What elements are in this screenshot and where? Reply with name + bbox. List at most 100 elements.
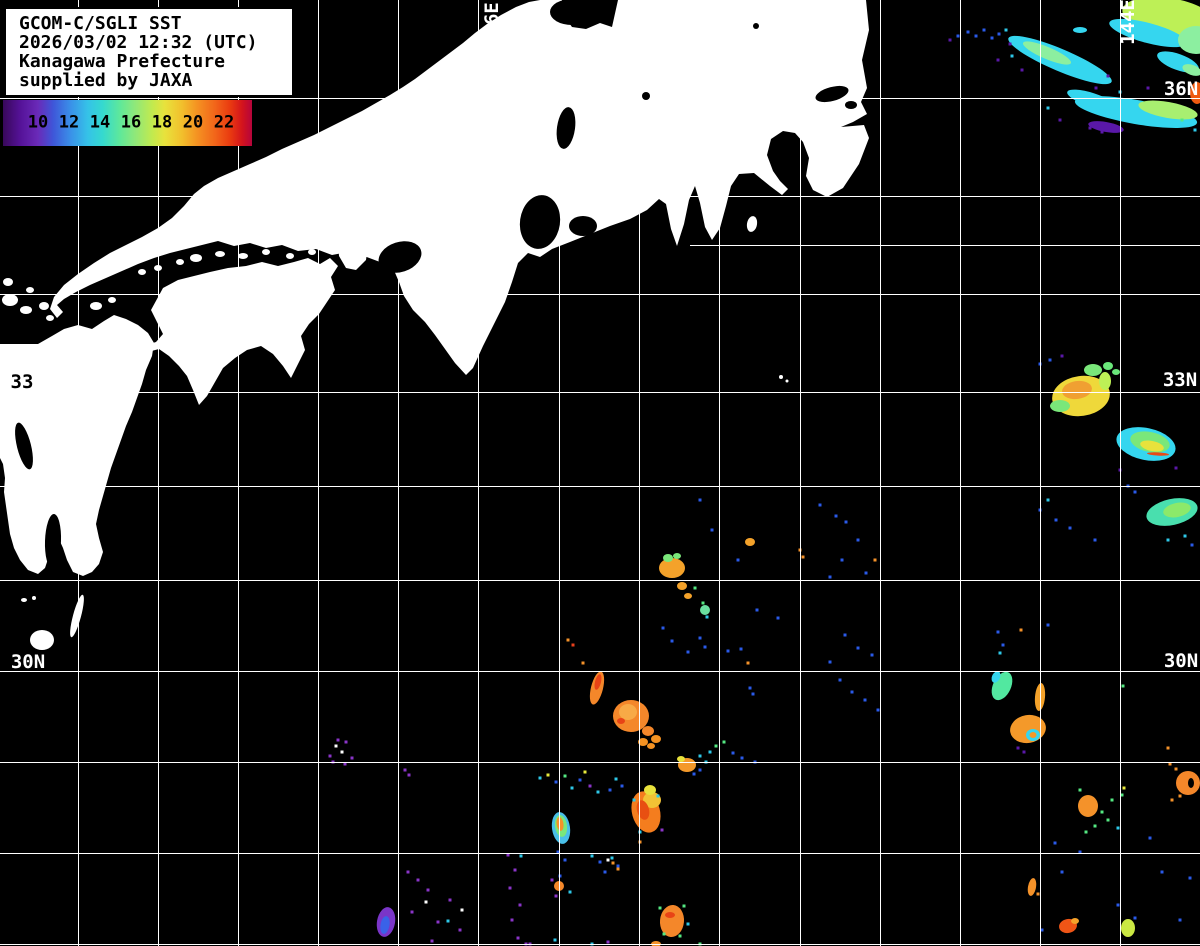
sst-speck — [693, 586, 697, 590]
sst-speck — [1060, 870, 1064, 874]
sst-blob — [1163, 502, 1191, 518]
sst-blob — [647, 743, 655, 749]
sst-speck — [863, 698, 867, 702]
sst-blob — [644, 785, 656, 795]
sst-speck — [590, 854, 594, 858]
colorbar-tick-label: 10 — [27, 112, 49, 133]
sst-speck — [1188, 876, 1192, 880]
sst-speck — [410, 910, 414, 914]
bay-or-lake — [48, 560, 62, 574]
sst-blob — [651, 735, 661, 743]
sst-speck — [606, 940, 610, 944]
sst-blob — [659, 905, 685, 937]
sst-speck — [603, 870, 607, 874]
sst-speck — [620, 784, 624, 788]
sst-speck — [990, 36, 994, 40]
sst-speck — [424, 900, 428, 904]
sst-speck — [834, 514, 838, 518]
sst-speck — [1174, 767, 1178, 771]
sst-speck — [1133, 916, 1137, 920]
sst-speck — [608, 788, 612, 792]
sst-blob — [1112, 369, 1120, 375]
sst-speck — [801, 555, 805, 559]
sst-speck — [873, 558, 877, 562]
sst-blob — [1099, 372, 1111, 390]
sst-blob — [665, 912, 675, 918]
sst-speck — [703, 645, 707, 649]
bay-or-lake — [378, 241, 422, 273]
sst-speck — [1148, 836, 1152, 840]
landmass-honshu — [50, 0, 869, 375]
sst-speck — [698, 498, 702, 502]
bay-or-lake — [815, 85, 849, 103]
island — [154, 265, 162, 271]
sst-speck — [406, 870, 410, 874]
sst-speck — [1133, 490, 1137, 494]
sst-speck — [739, 647, 743, 651]
sst-speck — [563, 774, 567, 778]
sst-data-layer — [328, 0, 1200, 946]
island — [30, 630, 54, 650]
sst-speck — [660, 828, 664, 832]
sst-blob — [1078, 795, 1098, 817]
sst-speck — [656, 794, 660, 798]
sst-speck — [554, 780, 558, 784]
sst-speck — [948, 38, 952, 42]
sst-speck — [864, 571, 868, 575]
sst-blob — [1103, 362, 1113, 370]
island — [262, 249, 270, 255]
sst-speck — [614, 777, 618, 781]
sst-speck — [1084, 830, 1088, 834]
sst-speck — [546, 773, 550, 777]
sst-blob — [1027, 878, 1037, 896]
colorbar-tick-label: 20 — [182, 112, 204, 133]
sst-speck — [606, 858, 610, 862]
sst-speck — [840, 558, 844, 562]
sst-speck — [714, 744, 718, 748]
sst-speck — [1190, 543, 1194, 547]
sst-speck — [1060, 354, 1064, 358]
island — [70, 594, 84, 638]
bay-or-lake — [845, 101, 857, 109]
sst-speck — [1010, 54, 1014, 58]
sst-speck — [1046, 623, 1050, 627]
sst-speck — [407, 773, 411, 777]
sst-speck — [1174, 466, 1178, 470]
sst-speck — [426, 888, 430, 892]
sst-speck — [1106, 818, 1110, 822]
sst-speck — [513, 868, 517, 872]
bay-or-lake — [15, 422, 33, 470]
sst-speck — [998, 651, 1002, 655]
landmass-shikoku — [114, 258, 338, 405]
sst-speck — [563, 858, 567, 862]
island — [238, 253, 248, 259]
sst-speck — [538, 776, 542, 780]
sst-speck — [458, 928, 462, 932]
sst-speck — [611, 861, 615, 865]
island — [32, 596, 36, 600]
sst-speck — [1166, 538, 1170, 542]
sst-speck — [518, 903, 522, 907]
landmass-awaji — [338, 226, 368, 270]
sst-blob — [1147, 452, 1169, 456]
island — [176, 259, 184, 265]
sst-speck — [682, 904, 686, 908]
sst-speck — [554, 894, 558, 898]
sst-speck — [843, 633, 847, 637]
sst-speck — [1078, 850, 1082, 854]
sst-speck — [1020, 68, 1024, 72]
sst-speck — [1094, 86, 1098, 90]
sst-speck — [678, 934, 682, 938]
sst-speck — [876, 708, 880, 712]
sst-speck — [698, 768, 702, 772]
island — [26, 287, 34, 293]
sst-speck — [1166, 746, 1170, 750]
island — [3, 278, 13, 286]
sst-speck — [1121, 684, 1125, 688]
sst-speck — [1016, 746, 1020, 750]
sst-speck — [350, 756, 354, 760]
sst-speck — [588, 784, 592, 788]
sst-speck — [1160, 870, 1164, 874]
sst-blob — [1188, 778, 1194, 788]
sst-speck — [1036, 892, 1040, 896]
